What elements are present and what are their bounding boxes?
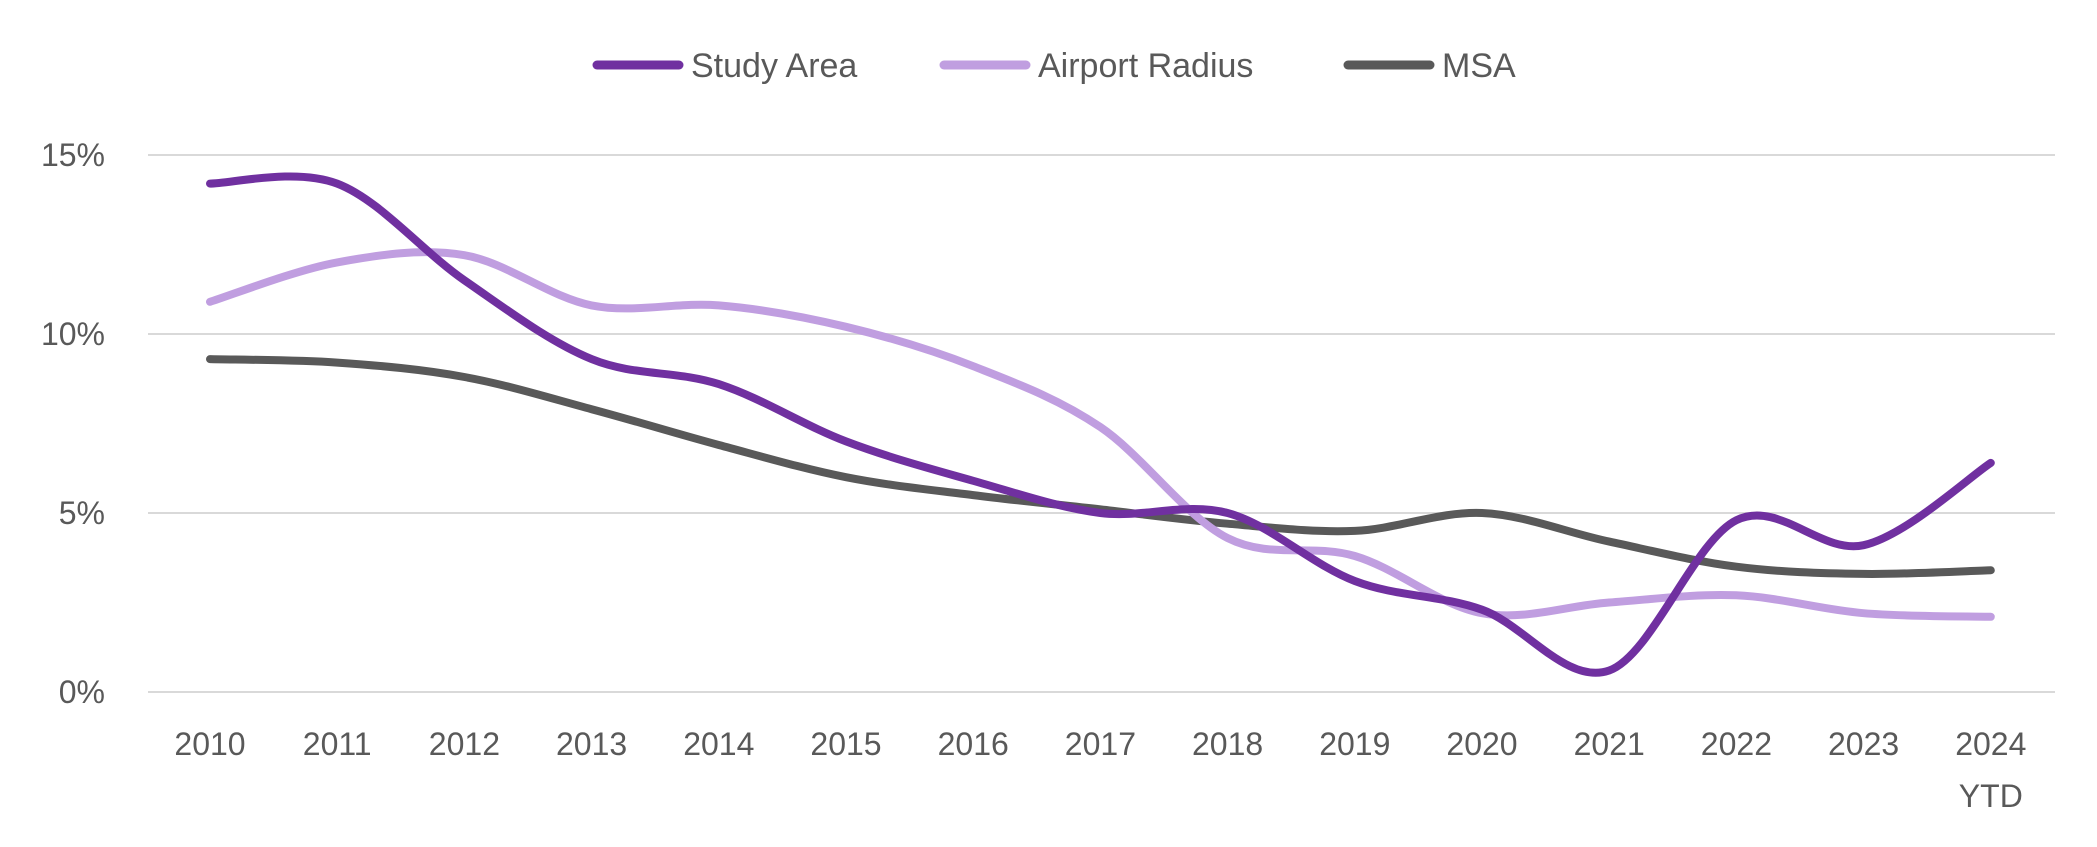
- x-tick-label: 2022: [1701, 726, 1772, 762]
- x-tick-label: 2015: [810, 726, 881, 762]
- legend-label: MSA: [1442, 47, 1516, 85]
- x-tick-label-line: 2012: [429, 726, 500, 762]
- series-lines: [206, 172, 1995, 677]
- x-tick-label: 2024 YTD: [1955, 726, 2026, 814]
- y-tick-label: 15%: [41, 137, 105, 173]
- y-tick-label: 5%: [59, 495, 105, 531]
- x-tick-label: 2011: [303, 726, 372, 762]
- x-tick-label: 2012: [429, 726, 500, 762]
- x-tick-label: 2016: [938, 726, 1009, 762]
- x-tick-label-line: 2018: [1192, 726, 1263, 762]
- x-tick-label-line: YTD: [1959, 778, 2023, 814]
- x-tick-label-line: 2015: [810, 726, 881, 762]
- x-tick-label-line: 2023: [1828, 726, 1899, 762]
- x-tick-label: 2017: [1065, 726, 1136, 762]
- x-tick-label-line: 2010: [174, 726, 245, 762]
- series-line-msa: [206, 355, 1995, 578]
- x-tick-label: 2021: [1574, 726, 1645, 762]
- legend: Study Area Airport Radius MSA: [592, 47, 1516, 85]
- legend-item-msa: MSA: [1343, 47, 1516, 85]
- x-tick-label: 2019: [1319, 726, 1390, 762]
- x-tick-label: 2018: [1192, 726, 1263, 762]
- x-tick-label: 2010: [174, 726, 245, 762]
- x-axis-tick-labels: 2010 2011 2012 2013 2014 2015 2016 2017 2018 2019…: [174, 726, 2026, 814]
- legend-item-study-area: Study Area: [592, 47, 857, 85]
- x-tick-label-line: 2016: [938, 726, 1009, 762]
- series-line-airport-radius: [206, 248, 1995, 621]
- x-tick-label-line: 2011: [303, 726, 372, 762]
- x-tick-label: 2014: [683, 726, 754, 762]
- y-axis-tick-labels: 0% 5% 10% 15%: [41, 137, 105, 710]
- y-tick-label: 10%: [41, 316, 105, 352]
- x-tick-label: 2020: [1446, 726, 1517, 762]
- legend-label: Study Area: [691, 47, 857, 85]
- x-tick-label-line: 2021: [1574, 726, 1645, 762]
- legend-item-airport-radius: Airport Radius: [939, 47, 1253, 85]
- x-tick-label-line: 2017: [1065, 726, 1136, 762]
- x-tick-label-line: 2013: [556, 726, 627, 762]
- gridlines: [148, 154, 2055, 693]
- x-tick-label-line: 2020: [1446, 726, 1517, 762]
- x-tick-label: 2013: [556, 726, 627, 762]
- x-tick-label-line: 2024: [1955, 726, 2026, 762]
- series-line-study-area: [206, 172, 1995, 677]
- x-tick-label-line: 2019: [1319, 726, 1390, 762]
- x-tick-label-line: 2022: [1701, 726, 1772, 762]
- y-tick-label: 0%: [59, 674, 105, 710]
- x-tick-label-line: 2014: [683, 726, 754, 762]
- legend-label: Airport Radius: [1038, 47, 1253, 85]
- x-tick-label: 2023: [1828, 726, 1899, 762]
